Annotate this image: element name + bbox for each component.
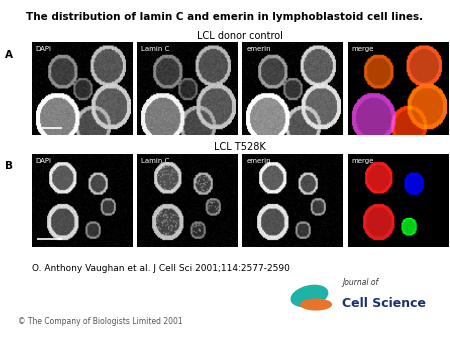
Ellipse shape <box>290 285 328 307</box>
Text: © The Company of Biologists Limited 2001: © The Company of Biologists Limited 2001 <box>18 317 183 326</box>
Text: Lamin C: Lamin C <box>141 46 169 52</box>
Text: LCL donor control: LCL donor control <box>197 31 283 41</box>
Text: merge: merge <box>352 158 374 164</box>
Text: A: A <box>4 50 13 60</box>
Circle shape <box>300 298 332 311</box>
Text: LCL T528K: LCL T528K <box>214 142 266 152</box>
Text: merge: merge <box>352 46 374 52</box>
Text: emerin: emerin <box>246 158 271 164</box>
Text: Lamin C: Lamin C <box>141 158 169 164</box>
Text: DAPI: DAPI <box>36 46 51 52</box>
Text: DAPI: DAPI <box>36 158 51 164</box>
Text: emerin: emerin <box>246 46 271 52</box>
Text: The distribution of lamin C and emerin in lymphoblastoid cell lines.: The distribution of lamin C and emerin i… <box>27 12 423 22</box>
Text: B: B <box>4 161 13 171</box>
Text: Cell Science: Cell Science <box>342 297 426 310</box>
Text: O. Anthony Vaughan et al. J Cell Sci 2001;114:2577-2590: O. Anthony Vaughan et al. J Cell Sci 200… <box>32 264 289 273</box>
Text: Journal of: Journal of <box>342 278 378 287</box>
